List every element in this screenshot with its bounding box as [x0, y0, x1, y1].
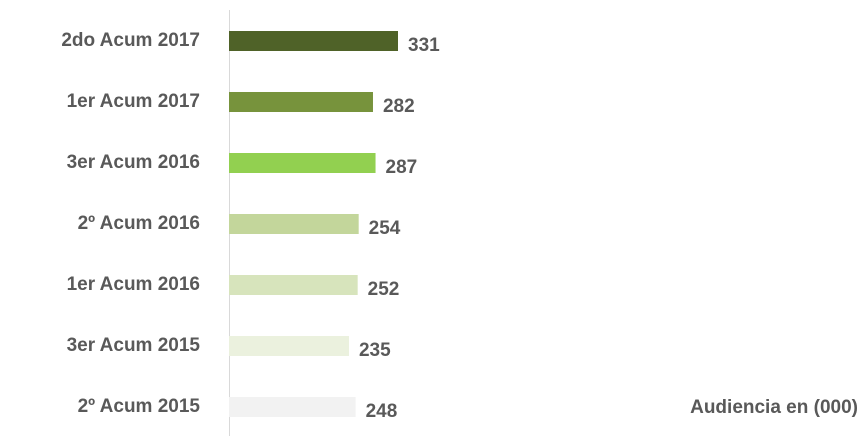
bar	[229, 397, 356, 417]
value-label: 287	[386, 157, 418, 178]
value-label: 282	[383, 96, 415, 117]
value-label: 248	[366, 401, 398, 422]
category-label: 3er Acum 2015	[67, 335, 201, 356]
category-label: 1er Acum 2016	[67, 274, 200, 295]
bar	[229, 214, 359, 234]
bar	[229, 92, 373, 112]
value-label: 252	[368, 279, 400, 300]
bar	[229, 275, 358, 295]
bar	[229, 153, 376, 173]
value-label: 331	[408, 35, 440, 56]
category-label: 3er Acum 2016	[67, 152, 200, 173]
value-label: 235	[359, 340, 391, 361]
category-label: 2º Acum 2016	[78, 213, 200, 234]
value-label: 254	[369, 218, 401, 239]
bar	[229, 336, 349, 356]
category-label: 1er Acum 2017	[67, 91, 200, 112]
x-axis-label: Audiencia en (000)	[690, 397, 858, 418]
category-label: 2º Acum 2015	[78, 396, 201, 417]
category-label: 2do Acum 2017	[61, 30, 200, 51]
bar	[229, 31, 398, 51]
